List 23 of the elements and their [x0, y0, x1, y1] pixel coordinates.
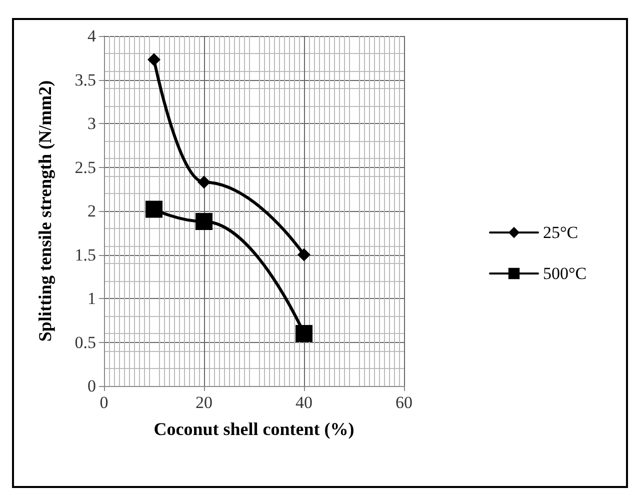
y-axis-title: Splitting tensile strength (N/mm2)	[35, 80, 55, 342]
legend-label: 25°C	[543, 223, 578, 242]
x-tick-label: 40	[296, 393, 312, 412]
y-tick-label: 2.5	[74, 158, 96, 177]
x-axis-title: Coconut shell content (%)	[154, 419, 354, 439]
point	[296, 325, 312, 342]
y-tick-label: 3.5	[74, 70, 96, 90]
point	[146, 200, 162, 218]
point	[298, 248, 310, 262]
y-tick-label: 0	[88, 376, 96, 396]
point	[148, 53, 160, 66]
x-tick-label: 20	[196, 393, 212, 412]
x-tick-label: 60	[396, 393, 412, 412]
y-tick-label: 2	[88, 202, 96, 220]
point	[196, 213, 212, 230]
y-tick-label: 1	[88, 289, 96, 308]
y-tick-label: 4	[88, 26, 96, 46]
point	[198, 176, 210, 189]
legend-label: 500°C	[543, 264, 587, 283]
y-tick-label: 1.5	[74, 245, 96, 264]
x-tick-label: 0	[100, 393, 108, 412]
y-tick-label: 3	[88, 114, 96, 133]
y-tick-label: 0.5	[74, 332, 96, 352]
